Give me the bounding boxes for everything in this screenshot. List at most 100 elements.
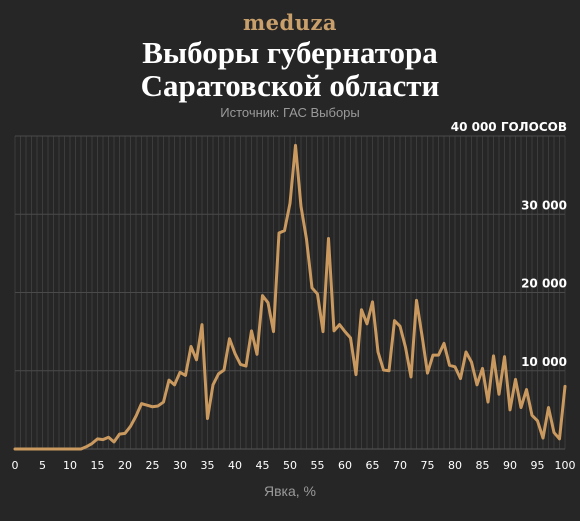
data-point — [376, 350, 380, 354]
data-point — [321, 330, 325, 333]
data-point — [145, 403, 149, 407]
data-point — [96, 437, 99, 441]
data-point — [200, 323, 204, 326]
data-point — [272, 330, 275, 333]
data-point — [552, 431, 556, 434]
data-point — [371, 300, 374, 304]
data-point — [211, 383, 215, 387]
x-tick-label: 45 — [256, 459, 270, 472]
data-point — [558, 437, 561, 441]
data-point — [360, 308, 363, 311]
x-tick-label: 0 — [12, 459, 19, 472]
data-point — [519, 406, 523, 409]
data-point — [167, 378, 171, 382]
data-point — [244, 364, 248, 368]
data-point — [448, 364, 451, 367]
data-point — [13, 447, 17, 451]
data-point — [107, 436, 110, 439]
series-points — [13, 144, 567, 451]
x-tick-label: 25 — [146, 459, 160, 472]
data-point — [415, 299, 418, 302]
data-point — [261, 294, 264, 297]
y-tick-label: 40 000 ГОЛОСОВ — [451, 120, 567, 134]
x-axis-ticks: 0 5 10 15 20 25 30 35 40 45 50 55 60 65 70 75 80 85 90 95 10… — [12, 459, 576, 472]
data-point — [305, 238, 308, 241]
data-point — [85, 445, 88, 448]
data-point — [206, 417, 209, 420]
data-point — [464, 350, 468, 354]
chart-source: Источник: ГАС Выборы — [220, 105, 360, 120]
data-point — [470, 360, 473, 364]
data-point — [486, 400, 490, 404]
x-tick-label: 10 — [63, 459, 77, 472]
data-point — [57, 447, 61, 451]
x-tick-label: 5 — [39, 459, 46, 472]
data-point — [79, 447, 83, 451]
x-tick-label: 65 — [366, 459, 380, 472]
x-tick-label: 75 — [421, 459, 435, 472]
data-point — [530, 414, 534, 417]
data-point — [310, 286, 314, 290]
data-point — [19, 447, 22, 451]
x-tick-label: 90 — [503, 459, 517, 472]
data-point — [338, 323, 341, 326]
data-point — [437, 353, 440, 357]
data-point — [354, 373, 358, 376]
data-point — [52, 447, 55, 451]
x-tick-label: 30 — [173, 459, 187, 472]
data-point — [343, 330, 347, 333]
data-point — [239, 363, 242, 366]
data-point — [327, 237, 330, 240]
data-point — [316, 292, 319, 296]
data-point — [508, 408, 512, 412]
data-point — [24, 447, 28, 451]
data-point — [426, 371, 429, 375]
data-point — [409, 375, 413, 379]
data-point — [514, 378, 517, 381]
data-point — [74, 447, 77, 451]
data-point — [178, 371, 182, 374]
y-axis-ticks: 10 000 20 000 30 000 40 000 ГОЛОСОВ — [451, 120, 567, 369]
data-point — [481, 367, 484, 370]
data-point — [288, 202, 292, 205]
data-point — [255, 353, 259, 356]
data-point — [541, 436, 545, 440]
data-point — [217, 372, 220, 376]
data-point — [189, 345, 193, 348]
data-point — [299, 205, 303, 208]
chart-title: Выборы губернатора Саратовской области — [0, 36, 580, 102]
data-point — [497, 393, 501, 396]
x-tick-label: 100 — [555, 459, 576, 472]
data-point — [41, 447, 44, 451]
data-point — [492, 354, 495, 358]
data-point — [266, 301, 270, 304]
x-tick-label: 40 — [228, 459, 242, 472]
data-point — [184, 374, 187, 377]
data-point — [536, 419, 539, 423]
data-point — [404, 346, 407, 349]
data-point — [475, 383, 479, 387]
data-point — [63, 447, 66, 451]
data-point — [250, 329, 253, 333]
data-point — [547, 406, 550, 409]
data-point — [123, 432, 127, 435]
meduza-logo: meduza — [242, 10, 338, 35]
data-point — [459, 377, 462, 380]
data-point — [442, 342, 446, 345]
data-point — [101, 438, 105, 441]
data-point — [118, 432, 121, 436]
data-point — [332, 329, 336, 333]
x-tick-label: 80 — [448, 459, 462, 472]
x-tick-label: 35 — [201, 459, 215, 472]
data-point — [420, 334, 424, 337]
data-point — [228, 337, 231, 340]
data-point — [140, 402, 143, 405]
data-point — [393, 319, 396, 322]
y-tick-label: 10 000 — [521, 355, 567, 369]
x-axis-label: Явка, % — [264, 483, 316, 499]
x-tick-label: 60 — [338, 459, 352, 472]
y-tick-label: 30 000 — [521, 198, 567, 212]
data-point — [525, 388, 528, 391]
data-point — [156, 404, 160, 408]
